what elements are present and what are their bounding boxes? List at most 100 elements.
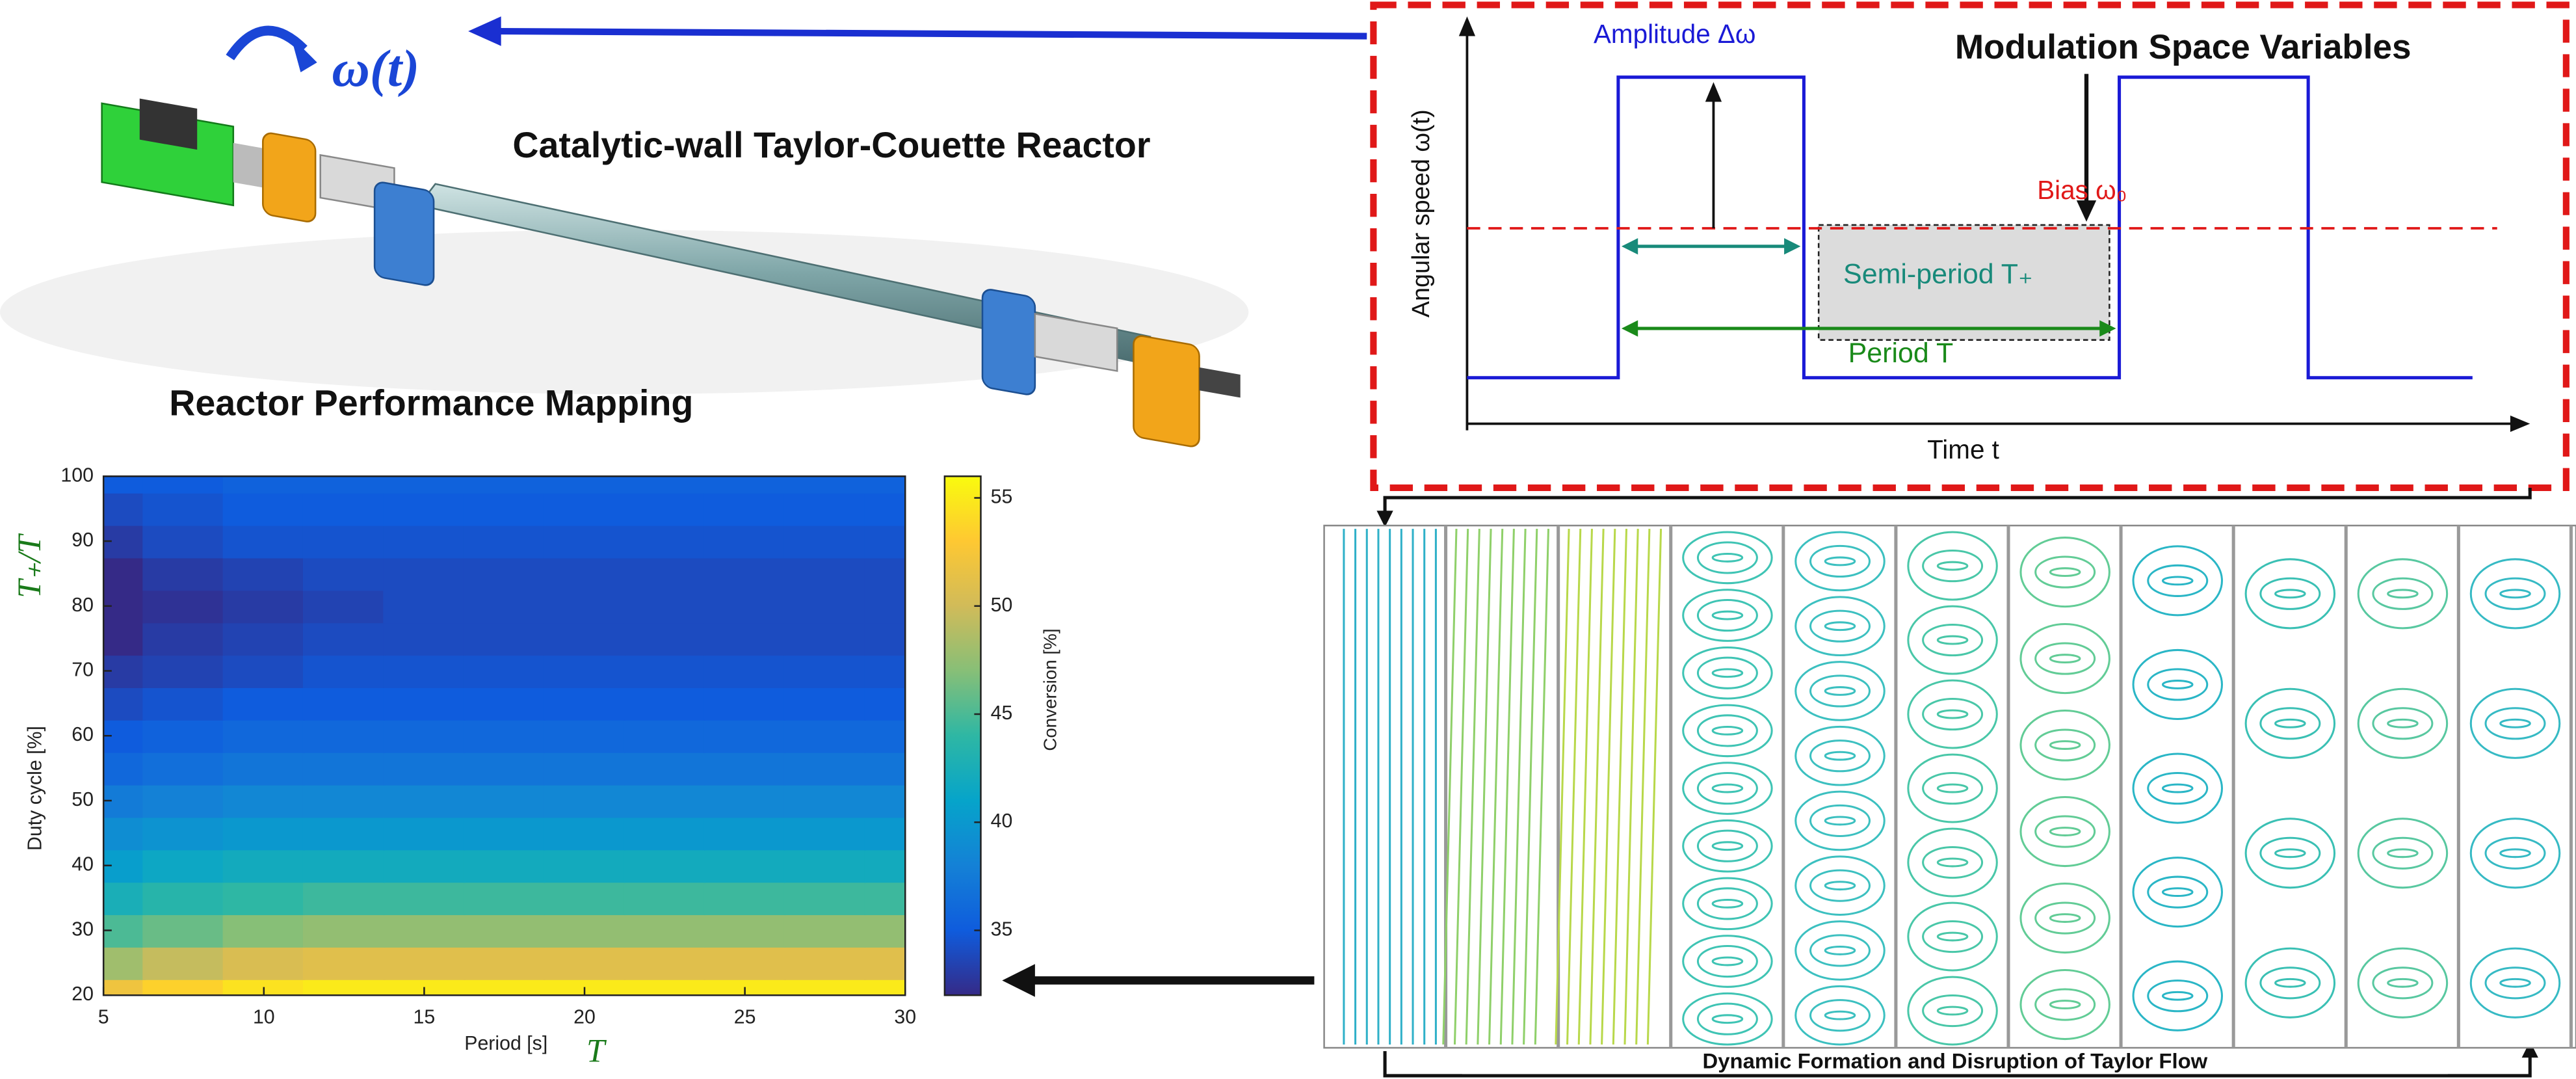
heatmap-cell [222, 783, 305, 818]
heatmap-cell [383, 848, 466, 883]
heatmap-cell [703, 816, 786, 851]
heatmap-cell [543, 881, 626, 916]
heatmap-cell [222, 589, 305, 624]
heatmap-cell [222, 945, 305, 980]
heatmap-cell [783, 978, 867, 996]
heatmap-cell [142, 589, 225, 624]
vortex [1682, 589, 1773, 642]
streamline [1555, 529, 1570, 1045]
vortex [2357, 687, 2449, 759]
x-tick-label: 30 [894, 1007, 916, 1028]
heatmap-cell [302, 978, 386, 996]
vortex [2034, 988, 2096, 1021]
heatmap-cell [783, 491, 867, 526]
heatmap-cell [103, 816, 146, 851]
heatmap-cell [703, 476, 786, 494]
heatmap-cell [543, 524, 626, 559]
heatmap-cell [222, 848, 305, 883]
heatmap-cell [624, 556, 706, 591]
vortex [2499, 848, 2531, 859]
heatmap-cell [142, 556, 225, 591]
vortex [2019, 796, 2110, 868]
heatmap-cell [703, 654, 786, 688]
vortex [2372, 966, 2434, 1000]
vortex [2161, 680, 2194, 689]
heatmap-cell [703, 718, 786, 753]
heatmap-cell [383, 621, 466, 656]
streamline [1612, 529, 1628, 1045]
heatmap-cell [463, 686, 545, 721]
y-tick-label: 100 [60, 464, 94, 486]
heatmap-cell [383, 751, 466, 786]
heatmap-cell [543, 654, 626, 688]
vortex [2372, 577, 2434, 610]
heatmap-cell [222, 556, 305, 591]
heatmap-cell [703, 589, 786, 624]
vortex [1824, 1010, 1856, 1020]
heatmap-cell [543, 751, 626, 786]
heatmap-cell [222, 524, 305, 559]
streamline [1477, 529, 1492, 1045]
reactor-title: Catalytic-wall Taylor-Couette Reactor [512, 125, 1150, 165]
modulation-title: Modulation Space Variables [1955, 28, 2412, 66]
streamline [1589, 529, 1605, 1045]
heatmap-cell [383, 816, 466, 851]
caption-background [1462, 1052, 2448, 1074]
x-tick-label: 15 [414, 1007, 436, 1028]
heatmap-cell [302, 589, 386, 624]
heatmap-cell [624, 491, 706, 526]
heatmap-cell [103, 978, 146, 996]
vortex [2484, 707, 2546, 740]
vortex [1936, 931, 1969, 942]
vortex [1936, 561, 1969, 571]
heatmap-cell [864, 589, 906, 624]
vortex [1809, 869, 1871, 902]
heatmap-cell [543, 476, 626, 494]
streamline [1453, 529, 1469, 1045]
reactor-illustration [0, 25, 1249, 447]
heatmap-cell [864, 556, 906, 591]
heatmap-cell [103, 621, 146, 656]
heatmap-cell [864, 524, 906, 559]
heatmap-cell [864, 654, 906, 688]
vortex [1696, 944, 1758, 978]
vortex [1696, 714, 1758, 747]
heatmap-cell [142, 524, 225, 559]
angular-speed-label: Angular speed ω(t) [1408, 109, 1435, 317]
vortex [1907, 605, 1998, 675]
vortex [2372, 836, 2434, 870]
vortex [2372, 707, 2434, 740]
heatmap-cell [864, 476, 906, 494]
vortex [2274, 848, 2306, 859]
vortex [2147, 564, 2209, 597]
colorbar-tick-label: 35 [991, 918, 1013, 940]
heatmap-cell [864, 945, 906, 980]
heatmap-cell [543, 848, 626, 883]
heatmap-cell [302, 848, 386, 883]
heatmap-cell [703, 848, 786, 883]
heatmap-cell [142, 654, 225, 688]
streamline [1623, 529, 1639, 1045]
vortex [2244, 687, 2336, 759]
vortex [2484, 966, 2546, 1000]
heatmap-cell [543, 686, 626, 721]
heatmap-cell [142, 881, 225, 916]
heatmap-cell [302, 783, 386, 818]
streamline [1465, 529, 1480, 1045]
heatmap-cell [302, 718, 386, 753]
y-tick-label: 40 [72, 854, 94, 875]
heatmap-cell [222, 881, 305, 916]
mapping-title: Reactor Performance Mapping [169, 382, 693, 423]
colorbar-tick-label: 40 [991, 810, 1013, 832]
vortex [2161, 991, 2194, 1001]
heatmap-cell [783, 718, 867, 753]
vortex [1711, 956, 1744, 966]
vortex [1696, 541, 1758, 574]
heatmap-cell [222, 718, 305, 753]
heatmap-cell [302, 556, 386, 591]
vortex [2161, 887, 2194, 898]
vortex [2147, 875, 2209, 909]
